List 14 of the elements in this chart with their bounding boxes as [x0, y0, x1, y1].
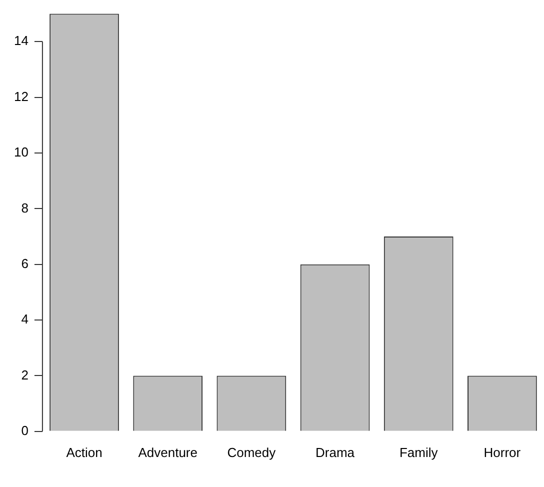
x-tick-label: Family [399, 444, 438, 460]
y-tick-label: 2 [21, 367, 28, 382]
x-tick-label: Horror [484, 444, 522, 460]
x-tick-label: Adventure [138, 444, 198, 460]
y-tick-label: 8 [21, 200, 28, 216]
y-tick-label: 4 [21, 312, 28, 327]
y-tick-label: 14 [14, 33, 28, 48]
y-tick-label: 0 [21, 422, 28, 438]
x-tick-label: Comedy [227, 444, 276, 460]
y-tick-label: 10 [14, 144, 28, 160]
x-tick-label: Drama [316, 444, 356, 460]
y-tick-label: 12 [14, 88, 28, 104]
x-tick-label: Action [66, 444, 102, 460]
y-tick-label: 6 [21, 256, 28, 271]
